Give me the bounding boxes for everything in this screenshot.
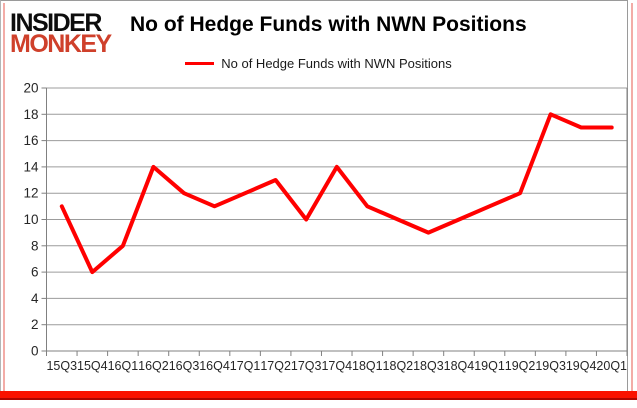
y-tick-label: 14 [23,159,39,174]
x-tick-label: 16Q1 [108,359,139,373]
legend-line-marker-icon [185,62,215,65]
x-tick-label: 16Q2 [138,359,169,373]
x-tick-label: 16Q4 [199,359,230,373]
y-tick-label: 2 [31,317,39,332]
series-line [59,112,614,275]
logo-text-insider: INSIDER [10,9,102,37]
frame-accent-right [631,3,633,391]
y-tick-label: 18 [23,107,38,122]
y-tick-label: 10 [23,212,38,227]
chart-border-box [0,0,628,391]
insider-monkey-logo: INSIDER MONKEY [10,9,112,58]
x-tick-label: 18Q1 [352,359,383,373]
x-tick-label: 15Q3 [46,359,77,373]
frame-bottom-bar [0,391,637,400]
y-tick-label: 16 [23,133,38,148]
x-tick-label: 19Q1 [474,359,505,373]
y-tick-label: 4 [31,291,39,306]
y-tick-label: 8 [31,238,39,253]
x-tick-label: 17Q4 [321,359,352,373]
y-tick-label: 6 [31,265,39,280]
legend-label: No of Hedge Funds with NWN Positions [221,56,452,71]
x-tick-label: 18Q3 [413,359,444,373]
frame-accent-left [3,3,5,391]
logo-text-monkey: MONKEY [10,30,112,58]
y-tick-label: 12 [23,186,38,201]
x-tick-label: 19Q2 [505,359,536,373]
x-tick-label: 17Q1 [230,359,261,373]
x-tick-label: 20Q1 [596,359,627,373]
x-tick-label: 17Q3 [291,359,322,373]
x-tick-label: 19Q3 [535,359,566,373]
x-tick-label: 16Q3 [169,359,200,373]
x-tick-label: 19Q4 [566,359,597,373]
chart-title: No of Hedge Funds with NWN Positions [130,13,527,36]
chart-legend: No of Hedge Funds with NWN Positions [0,56,637,71]
y-tick-label: 0 [31,344,39,359]
x-tick-label: 17Q2 [260,359,291,373]
x-tick-label: 18Q4 [444,359,475,373]
x-tick-label: 15Q4 [77,359,108,373]
y-tick-label: 20 [23,81,38,96]
x-tick-label: 18Q2 [383,359,414,373]
